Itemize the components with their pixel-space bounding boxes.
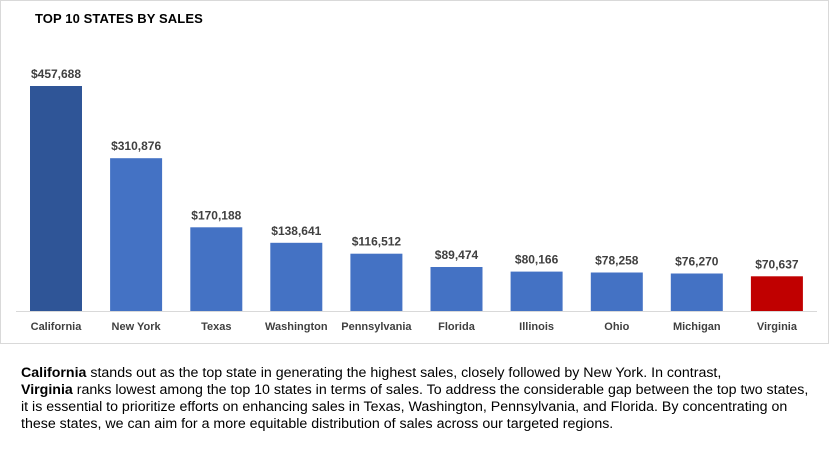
- x-tick-label: Pennsylvania: [341, 321, 412, 333]
- bar-michigan: [670, 273, 723, 311]
- x-tick-label: Virginia: [757, 321, 798, 333]
- x-tick-label: Illinois: [519, 321, 554, 333]
- bar-pennsylvania: [350, 253, 403, 311]
- bar-ohio: [590, 272, 643, 311]
- caption-highlight-bottom: Virginia: [21, 382, 73, 398]
- bar-washington: [270, 242, 323, 311]
- x-tick-label: Michigan: [673, 321, 721, 333]
- data-label: $116,512: [352, 235, 402, 249]
- data-label: $70,637: [755, 257, 799, 271]
- summary-caption: California stands out as the top state i…: [21, 365, 811, 433]
- bar-california: [30, 86, 82, 311]
- x-tick-label: California: [31, 321, 83, 333]
- bar-illinois: [510, 271, 563, 311]
- x-tick-label: New York: [112, 321, 162, 333]
- data-label: $457,688: [31, 67, 81, 81]
- data-label: $76,270: [675, 255, 719, 269]
- data-label: $170,188: [191, 208, 241, 222]
- caption-text-1: stands out as the top state in generatin…: [86, 365, 722, 381]
- bar-florida: [430, 267, 483, 311]
- x-tick-label: Florida: [438, 321, 476, 333]
- bar-texas: [190, 227, 243, 311]
- bar-new-york: [110, 158, 163, 311]
- data-label: $138,641: [271, 224, 321, 238]
- data-label: $80,166: [515, 253, 559, 267]
- chart-title: TOP 10 STATES BY SALES: [35, 11, 203, 26]
- bar-chart: $457,688 $310,876 $170,188 $138,641 $116,512…: [16, 67, 817, 333]
- caption-text-2: ranks lowest among the top 10 states in …: [21, 382, 809, 432]
- caption-highlight-top: California: [21, 365, 87, 381]
- data-label: $89,474: [435, 248, 479, 262]
- x-tick-label: Texas: [201, 321, 231, 333]
- bar-virginia: [750, 276, 803, 311]
- x-tick-label: Ohio: [604, 321, 629, 333]
- x-tick-label: Washington: [265, 321, 328, 333]
- data-label: $78,258: [595, 254, 639, 268]
- data-label: $310,876: [111, 139, 161, 153]
